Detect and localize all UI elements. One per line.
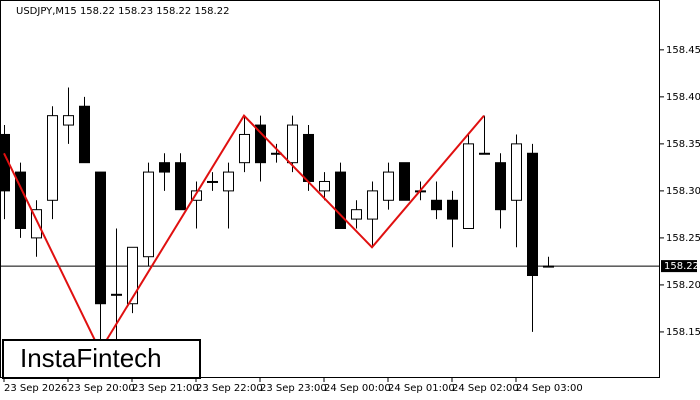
candle-body bbox=[95, 171, 106, 305]
x-tick-label: 24 Sep 03:00 bbox=[516, 383, 583, 394]
candle-body bbox=[175, 162, 186, 211]
candle-body bbox=[79, 105, 90, 164]
candle-body bbox=[191, 190, 202, 201]
x-tick-label: 24 Sep 02:00 bbox=[452, 383, 519, 394]
y-tick-label: 158.35 bbox=[666, 139, 700, 150]
y-tick-label: 158.15 bbox=[666, 327, 700, 338]
price-tag bbox=[661, 260, 697, 273]
candle-body bbox=[143, 171, 154, 258]
candle-body bbox=[431, 199, 442, 211]
candle-body bbox=[399, 162, 410, 201]
candle-body bbox=[15, 171, 26, 229]
candle-body bbox=[527, 152, 538, 277]
brand-label: InstaFintech bbox=[20, 343, 162, 373]
candle-body bbox=[47, 115, 58, 201]
x-tick-label: 23 Sep 22:00 bbox=[196, 383, 263, 394]
x-tick-label: 23 Sep 23:00 bbox=[260, 383, 327, 394]
candle-body bbox=[63, 115, 74, 126]
candle-body bbox=[511, 143, 522, 201]
x-tick-label: 23 Sep 2026 bbox=[4, 383, 67, 394]
x-tick-label: 24 Sep 01:00 bbox=[388, 383, 455, 394]
price-tag-label: 158.22 bbox=[664, 261, 699, 272]
candle-body bbox=[463, 143, 474, 229]
candle-body bbox=[479, 152, 490, 155]
candle-body bbox=[111, 293, 122, 296]
chart-title: USDJPY,M15 158.22 158.23 158.22 158.22 bbox=[16, 6, 229, 17]
candle-body bbox=[367, 190, 378, 220]
candle-body bbox=[335, 171, 346, 229]
y-tick-label: 158.40 bbox=[666, 92, 700, 103]
candle-body bbox=[319, 180, 330, 192]
candle-body bbox=[31, 209, 42, 239]
candle-body bbox=[447, 199, 458, 220]
pattern-line bbox=[3, 114, 485, 353]
y-tick-label: 158.25 bbox=[666, 233, 700, 244]
candle-body bbox=[495, 162, 506, 211]
candle-body bbox=[127, 246, 138, 305]
x-tick-label: 23 Sep 21:00 bbox=[132, 383, 199, 394]
candle-body bbox=[207, 180, 218, 183]
candle-body bbox=[159, 162, 170, 173]
candle-body bbox=[255, 124, 266, 164]
x-tick-label: 24 Sep 00:00 bbox=[324, 383, 391, 394]
candle-body bbox=[223, 171, 234, 192]
candle-body bbox=[543, 265, 554, 268]
candle-body bbox=[287, 124, 298, 164]
brand-box bbox=[2, 339, 201, 379]
candle-body bbox=[383, 171, 394, 201]
candle-body bbox=[239, 133, 250, 164]
y-tick-label: 158.45 bbox=[666, 45, 700, 56]
y-tick-label: 158.20 bbox=[666, 280, 700, 291]
candle-body bbox=[351, 209, 362, 220]
candle-body bbox=[303, 133, 314, 182]
x-tick-label: 23 Sep 20:00 bbox=[68, 383, 135, 394]
y-tick-label: 158.30 bbox=[666, 186, 700, 197]
